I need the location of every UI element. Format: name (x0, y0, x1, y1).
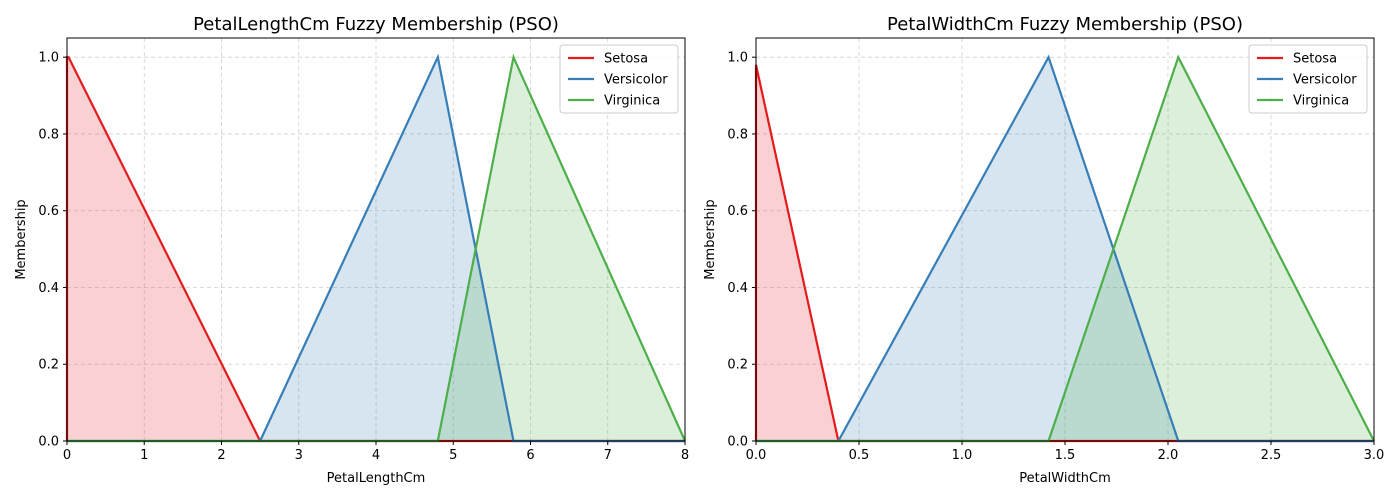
series-fill-setosa (756, 64, 1374, 442)
y-tick-label: 0.0 (727, 435, 748, 450)
chart-panel-1: 0.0 0.5 1.0 1.5 2.0 2.5 3.0 0.0 0.2 0.4 0.6 0.8 1.0 P… (703, 14, 1384, 486)
y-tick-label: 0.0 (38, 435, 59, 450)
y-tick-label: 0.2 (38, 358, 59, 373)
y-tick-label: 0.4 (727, 281, 748, 296)
x-tick-label: 3 (295, 448, 303, 463)
y-tick-label: 0.2 (727, 358, 748, 373)
y-tick-label: 0.6 (38, 204, 59, 219)
y-axis-label: Membership (703, 199, 718, 279)
x-tick-label: 3.0 (1364, 448, 1385, 463)
x-axis-label: PetalLengthCm (327, 471, 426, 486)
series-fill-virginica (756, 57, 1374, 441)
x-tick-label: 1.5 (1055, 448, 1076, 463)
x-tick-label: 8 (681, 448, 689, 463)
legend-label-versicolor: Versicolor (1293, 73, 1357, 88)
legend-label-versicolor: Versicolor (604, 73, 668, 88)
x-tick-label: 4 (372, 448, 380, 463)
y-tick-label: 1.0 (38, 51, 59, 66)
legend-label-setosa: Setosa (1293, 52, 1337, 67)
x-tick-label: 6 (526, 448, 534, 463)
legend: Setosa Versicolor Virginica (1248, 44, 1368, 114)
chart-title: PetalWidthCm Fuzzy Membership (PSO) (887, 14, 1243, 35)
x-axis-label: PetalWidthCm (1019, 471, 1111, 486)
x-tick-label: 0 (63, 448, 71, 463)
chart-panel-0: 0 1 2 3 4 5 6 7 8 0.0 0.2 0.4 0.6 0.8 1.0 PetalLengthCm… (14, 14, 689, 486)
y-tick-label: 0.8 (727, 127, 748, 142)
legend: Setosa Versicolor Virginica (559, 44, 679, 114)
y-axis-label: Membership (14, 199, 29, 279)
x-tick-label: 5 (449, 448, 457, 463)
legend-box (1248, 44, 1368, 114)
legend-label-virginica: Virginica (1293, 94, 1349, 109)
y-tick-label: 1.0 (727, 51, 748, 66)
legend-box (559, 44, 679, 114)
x-tick-label: 2 (217, 448, 225, 463)
x-tick-label: 7 (604, 448, 612, 463)
legend-label-setosa: Setosa (604, 52, 648, 67)
x-tick-label: 2.0 (1158, 448, 1179, 463)
x-tick-label: 1 (140, 448, 148, 463)
y-tick-label: 0.8 (38, 127, 59, 142)
series-fill-versicolor (67, 57, 685, 441)
series-fill-setosa (67, 57, 685, 441)
legend-label-virginica: Virginica (604, 94, 660, 109)
series-fill-virginica (67, 57, 685, 441)
x-tick-label: 2.5 (1261, 448, 1282, 463)
y-tick-label: 0.6 (727, 204, 748, 219)
series-fill-versicolor (756, 57, 1374, 441)
chart-title: PetalLengthCm Fuzzy Membership (PSO) (193, 14, 559, 35)
x-tick-label: 0.5 (849, 448, 870, 463)
y-tick-label: 0.4 (38, 281, 59, 296)
x-tick-label: 0.0 (746, 448, 767, 463)
x-tick-label: 1.0 (952, 448, 973, 463)
